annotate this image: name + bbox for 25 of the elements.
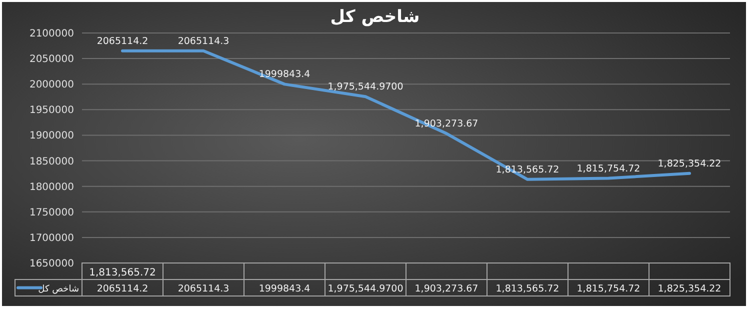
y-tick-label: 1700000 (29, 232, 74, 244)
legend-label: شاخص کل (38, 284, 79, 294)
chart-title: شاخص کل (330, 7, 420, 27)
text: 2065114.3 (178, 36, 230, 47)
text: 1,825,354.22 (658, 158, 722, 170)
y-tick-label: 1750000 (29, 207, 74, 218)
data-label: 2065114.3 (178, 283, 230, 294)
y-tick-label: 2000000 (29, 80, 74, 91)
y-tick-label: 1650000 (29, 258, 74, 270)
text: 1,815,754.72 (576, 163, 640, 174)
y-tick-label: 1950000 (29, 105, 74, 116)
data-label: 1999843.4 (258, 283, 310, 294)
data-label: 1,825,354.22 (658, 283, 722, 294)
y-tick-label: 2050000 (29, 54, 74, 66)
data-label: 1,903,273.67 (414, 283, 478, 294)
y-tick-label: 1850000 (29, 156, 74, 168)
text: 2065114.2 (96, 36, 148, 47)
y-tick-label: 1800000 (29, 182, 74, 193)
data-label: 2065114.2 (96, 283, 148, 294)
data-label: 1,813,565.72 (496, 283, 560, 294)
data-label: 1,815,754.72 (576, 283, 640, 294)
data-label: 1,975,544.9700 (328, 283, 404, 294)
y-tick-label: 2100000 (29, 28, 74, 40)
text: 1,975,544.9700 (328, 82, 404, 93)
y-tick-label: 1900000 (29, 130, 74, 142)
